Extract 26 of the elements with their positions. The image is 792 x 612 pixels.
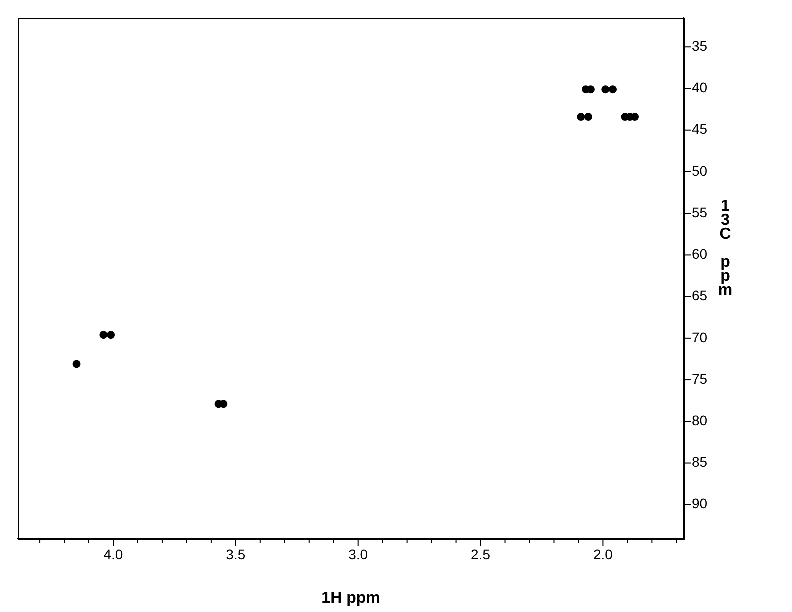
- y-tick-label: 55: [692, 204, 708, 220]
- y-tick-label: 35: [692, 38, 708, 54]
- point: [107, 331, 116, 340]
- x-axis-title: 1H ppm: [322, 590, 380, 607]
- y-tick-label: 85: [692, 454, 708, 470]
- point: [100, 331, 108, 340]
- y-tick-label: 75: [692, 370, 708, 387]
- y-tick-label: 70: [692, 329, 708, 346]
- y-tick-label: 60: [692, 246, 708, 262]
- y-tick-label: 40: [692, 80, 708, 96]
- x-tick-label: 3.5: [226, 546, 246, 562]
- y-tick-label: 80: [692, 412, 708, 429]
- x-tick-label: 2.5: [471, 546, 491, 562]
- point: [72, 360, 81, 368]
- x-tick-label: 2.0: [593, 546, 614, 562]
- x-tick-label: 3.0: [348, 546, 368, 562]
- y-tick-label: 45: [692, 121, 708, 138]
- y-tick-label: 90: [692, 496, 708, 512]
- x-tick-label: 4.0: [104, 546, 124, 562]
- y-axis-title: 13C ppm: [716, 198, 734, 296]
- point: [577, 113, 586, 122]
- point: [584, 113, 593, 122]
- point: [608, 86, 617, 94]
- y-tick-label: 50: [692, 162, 708, 179]
- point: [602, 86, 610, 94]
- y-tick-label: 65: [692, 288, 708, 304]
